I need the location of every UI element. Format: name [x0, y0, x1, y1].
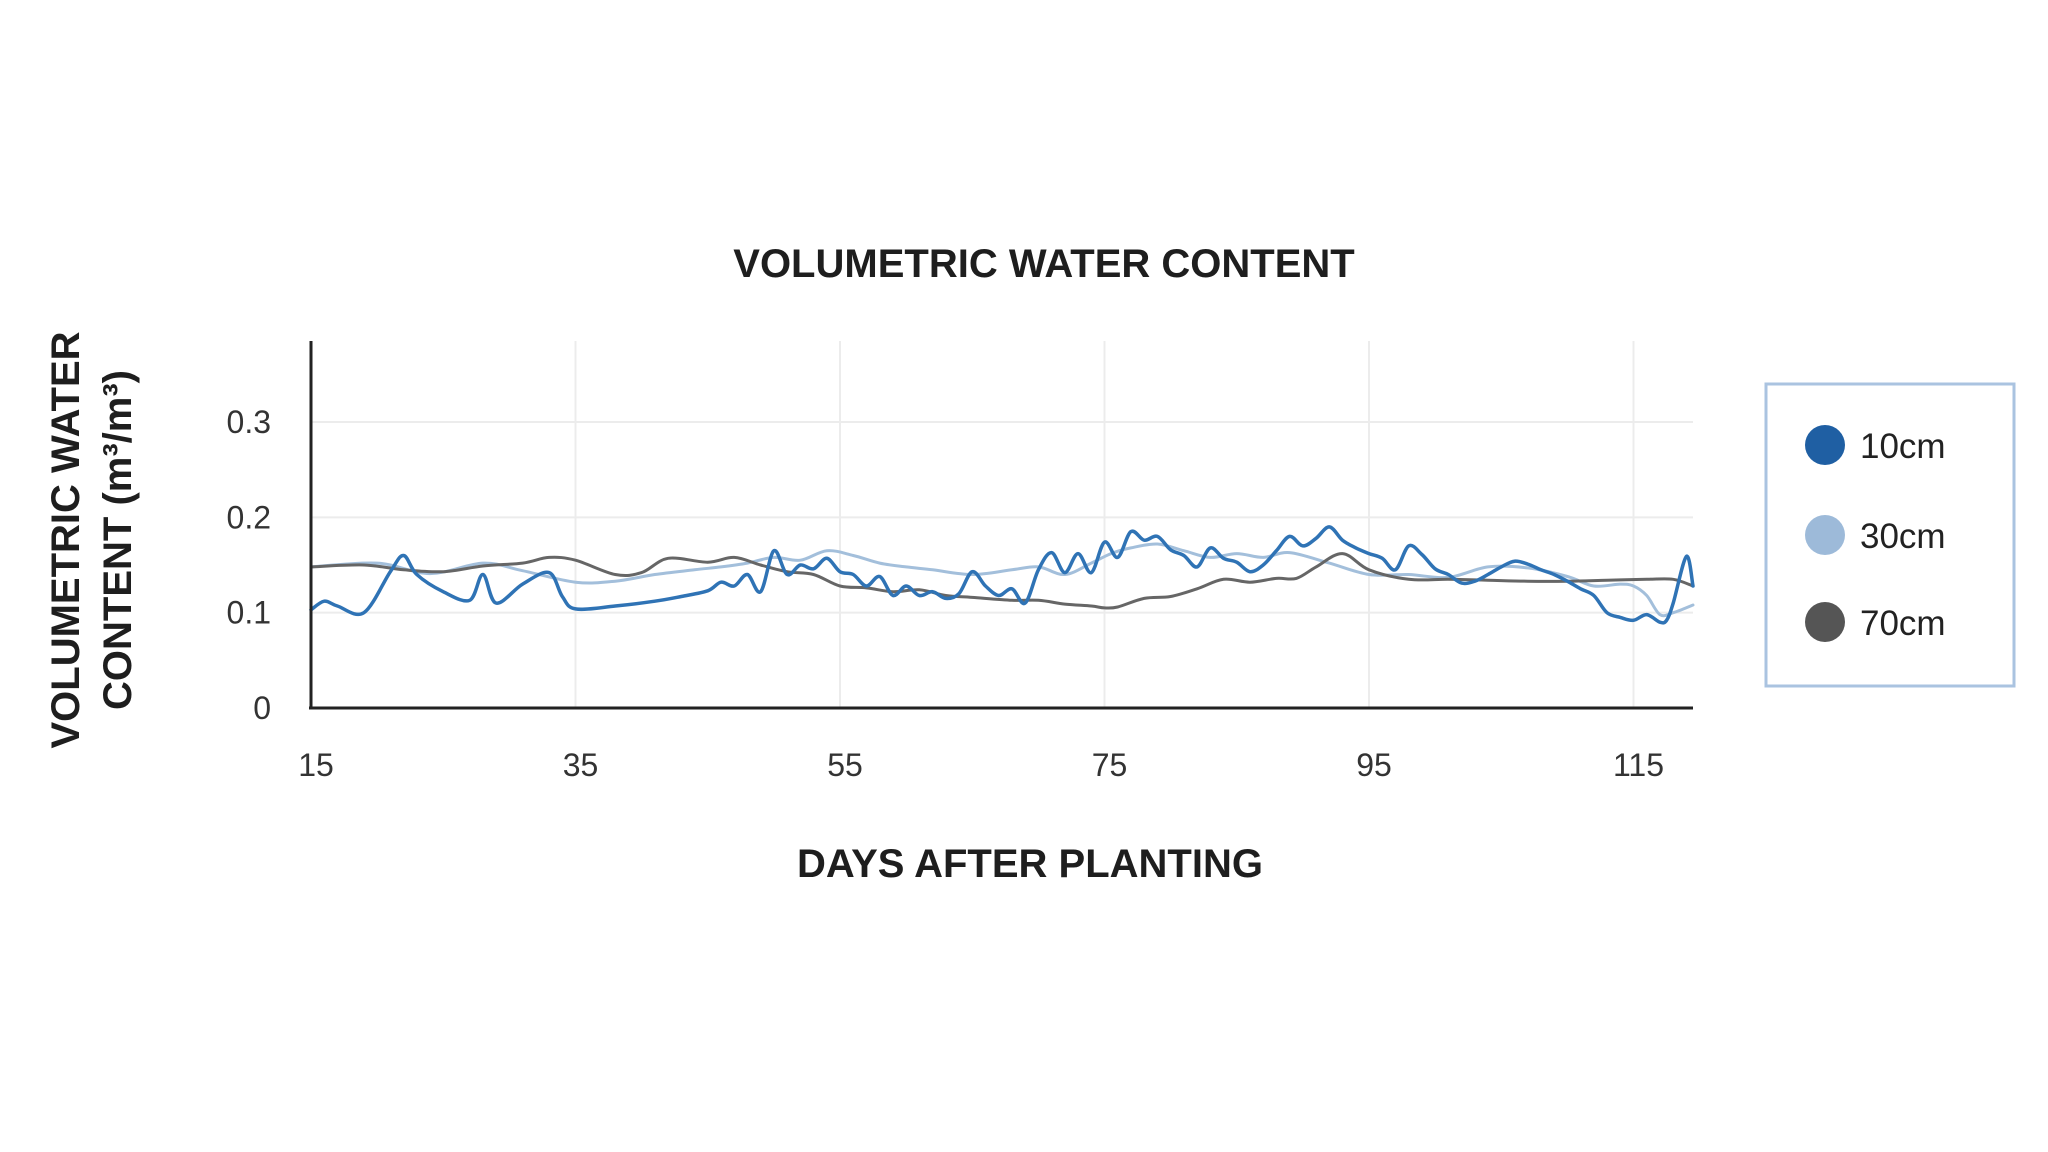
y-tick-label-2: 0.2 — [227, 499, 271, 535]
x-tick-labels: 15 35 55 75 95 115 — [298, 747, 1664, 783]
series-group — [309, 525, 1695, 625]
x-tick-label-55: 55 — [827, 747, 863, 783]
x-tick-label-15: 15 — [298, 747, 334, 783]
legend-label-30cm: 30cm — [1860, 517, 1946, 556]
y-axis-title: VOLUMETRIC WATER CONTENT (m³/m³) — [44, 331, 140, 748]
y-tick-labels: 0 0.1 0.2 0.3 — [227, 404, 271, 726]
legend-label-10cm: 10cm — [1860, 427, 1946, 466]
y-axis-title-line1: VOLUMETRIC WATER — [44, 331, 88, 748]
x-tick-label-35: 35 — [563, 747, 599, 783]
series-line-10cm — [309, 525, 1695, 625]
y-tick-label-3: 0.3 — [227, 404, 271, 440]
y-axis-title-line2: CONTENT (m³/m³) — [96, 370, 140, 710]
legend-marker-70cm — [1805, 602, 1845, 642]
axes — [309, 341, 1693, 710]
y-tick-label-0: 0 — [253, 690, 271, 726]
x-tick-label-95: 95 — [1356, 747, 1392, 783]
legend-marker-30cm — [1805, 515, 1845, 555]
series-line-70cm — [309, 552, 1695, 610]
grid — [310, 341, 1693, 708]
x-tick-label-75: 75 — [1092, 747, 1128, 783]
y-tick-label-1: 0.1 — [227, 595, 271, 631]
x-axis-title: DAYS AFTER PLANTING — [797, 842, 1263, 886]
legend-label-70cm: 70cm — [1860, 604, 1946, 643]
x-tick-label-115: 115 — [1613, 747, 1664, 783]
legend: 10cm 30cm 70cm — [1764, 382, 2016, 688]
chart-title: VOLUMETRIC WATER CONTENT — [733, 242, 1354, 286]
legend-marker-10cm — [1805, 425, 1845, 465]
